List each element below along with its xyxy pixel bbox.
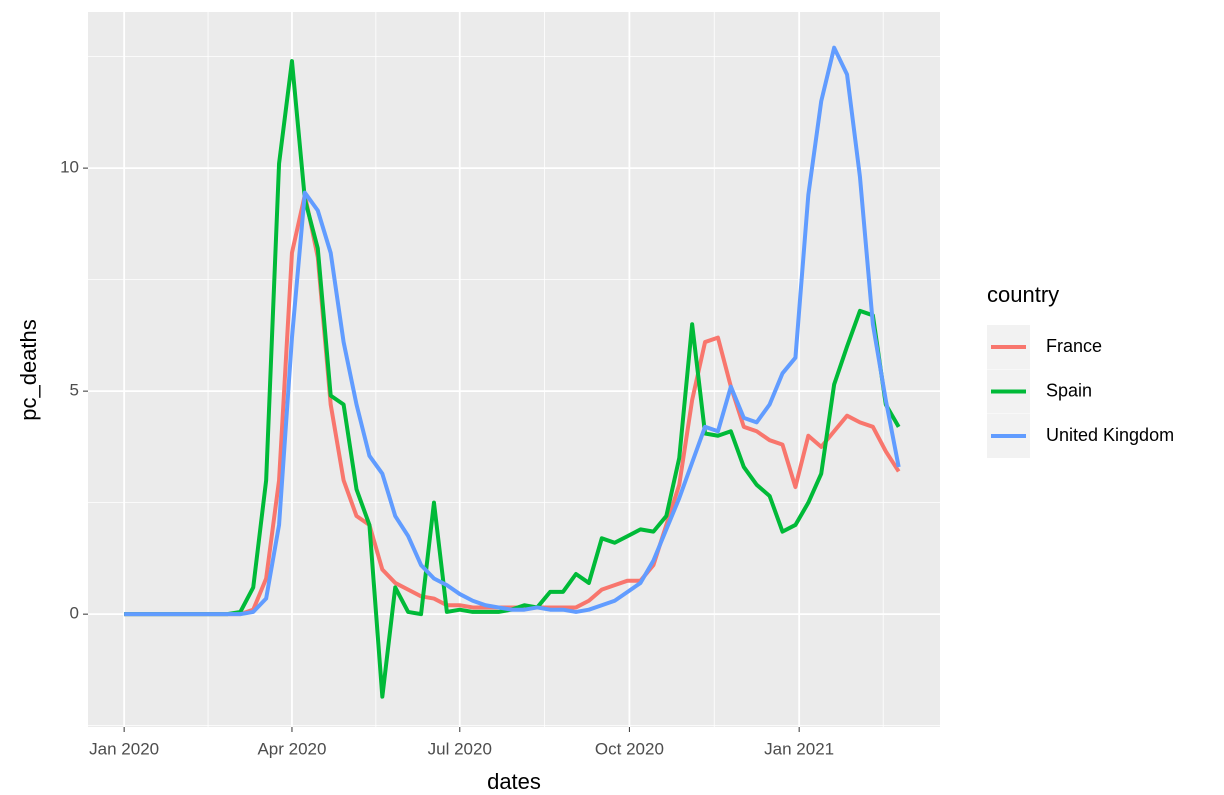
x-tick-label: Jul 2020 xyxy=(428,739,492,758)
x-tick-label: Jan 2021 xyxy=(764,739,834,758)
y-tick-label: 10 xyxy=(60,158,79,177)
y-tick-label: 5 xyxy=(70,381,79,400)
line-series xyxy=(124,45,901,617)
x-tick-label: Oct 2020 xyxy=(595,739,664,758)
legend-label: United Kingdom xyxy=(1046,425,1174,445)
x-axis-title: dates xyxy=(487,769,541,794)
legend-label: France xyxy=(1046,336,1102,356)
panel xyxy=(88,12,940,727)
x-tick-label: Jan 2020 xyxy=(89,739,159,758)
y-tick-label: 0 xyxy=(70,604,79,623)
x-tick-label: Apr 2020 xyxy=(257,739,326,758)
y-axis-title: pc_deaths xyxy=(16,319,41,421)
legend-title: country xyxy=(987,282,1059,307)
legend-label: Spain xyxy=(1046,380,1092,400)
